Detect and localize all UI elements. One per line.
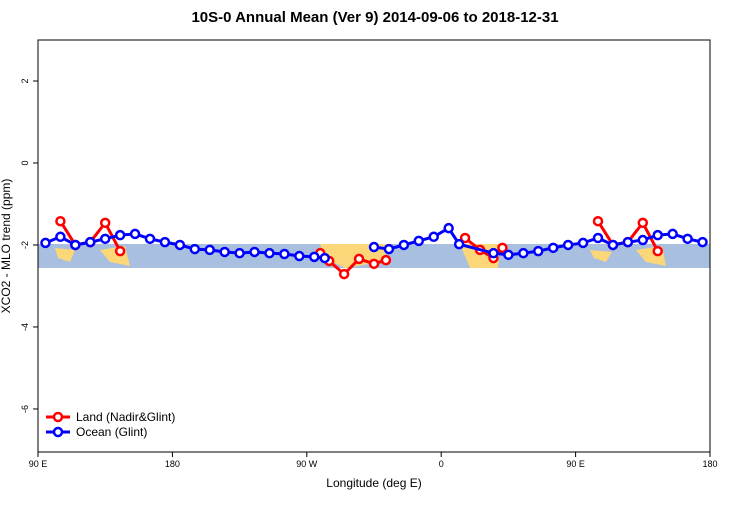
data-point [338,268,350,280]
data-point [697,236,708,248]
data-point [488,247,499,259]
y-tick-label: -6 [20,405,30,413]
data-point [503,249,514,261]
x-tick-label: 90 E [566,459,585,469]
data-point [413,235,425,247]
chart-title: 10S-0 Annual Mean (Ver 9) 2014-09-06 to … [191,9,558,26]
data-point [562,239,574,251]
data-point [319,252,330,264]
legend-label: Land (Nadir&Glint) [76,410,175,424]
data-point [592,232,604,244]
data-point [652,229,663,241]
data-point [99,217,111,229]
data-point [114,245,126,257]
data-point [533,245,544,257]
legend-marker [52,411,64,423]
legend-label: Ocean (Glint) [76,425,147,439]
data-point [637,217,649,229]
data-point [607,239,619,251]
data-point [637,234,649,246]
data-point [55,215,66,227]
data-point [114,229,126,241]
x-tick-label: 90 W [296,459,318,469]
data-point [353,253,365,265]
data-point [129,228,141,240]
data-point [309,251,320,263]
data-point [40,237,51,249]
data-point [622,236,634,248]
data-point [174,239,186,251]
y-tick-label: 0 [20,160,30,165]
y-tick-label: -4 [20,323,30,331]
data-point [294,250,305,262]
y-axis-label: XCO2 - MLO trend (ppm) [0,179,13,314]
data-point [453,238,465,250]
y-tick-label: -2 [20,241,30,249]
data-point [652,245,663,257]
x-axis-label: Longitude (deg E) [326,476,421,490]
data-point [577,237,589,249]
data-point [682,233,693,245]
data-point [547,242,559,254]
data-point [70,239,81,251]
data-point [189,243,201,255]
data-point [368,258,380,270]
data-point [99,233,111,245]
data-point [459,232,471,244]
data-point [85,236,96,248]
y-tick-label: 2 [20,78,30,83]
data-point [144,233,156,245]
data-point [249,246,260,258]
data-point [497,242,508,254]
x-tick-label: 0 [439,459,444,469]
data-point [518,247,529,259]
data-point [667,228,678,240]
data-point [592,215,604,227]
data-point [383,243,395,255]
data-point [159,236,171,248]
plot-frame [37,39,711,453]
data-point [279,248,290,260]
data-point [380,254,392,266]
data-point [219,246,230,258]
data-point [368,241,380,253]
data-point [204,244,215,256]
legend: Land (Nadir&Glint)Ocean (Glint) [46,410,175,439]
x-tick-label: 90 E [29,459,48,469]
data-point [443,222,454,234]
data-point [55,231,66,243]
data-point [398,239,410,251]
legend-marker [52,426,64,438]
data-point [234,247,245,259]
data-point [428,231,439,243]
x-tick-label: 180 [165,459,180,469]
x-tick-label: 180 [702,459,717,469]
data-point [264,247,275,259]
